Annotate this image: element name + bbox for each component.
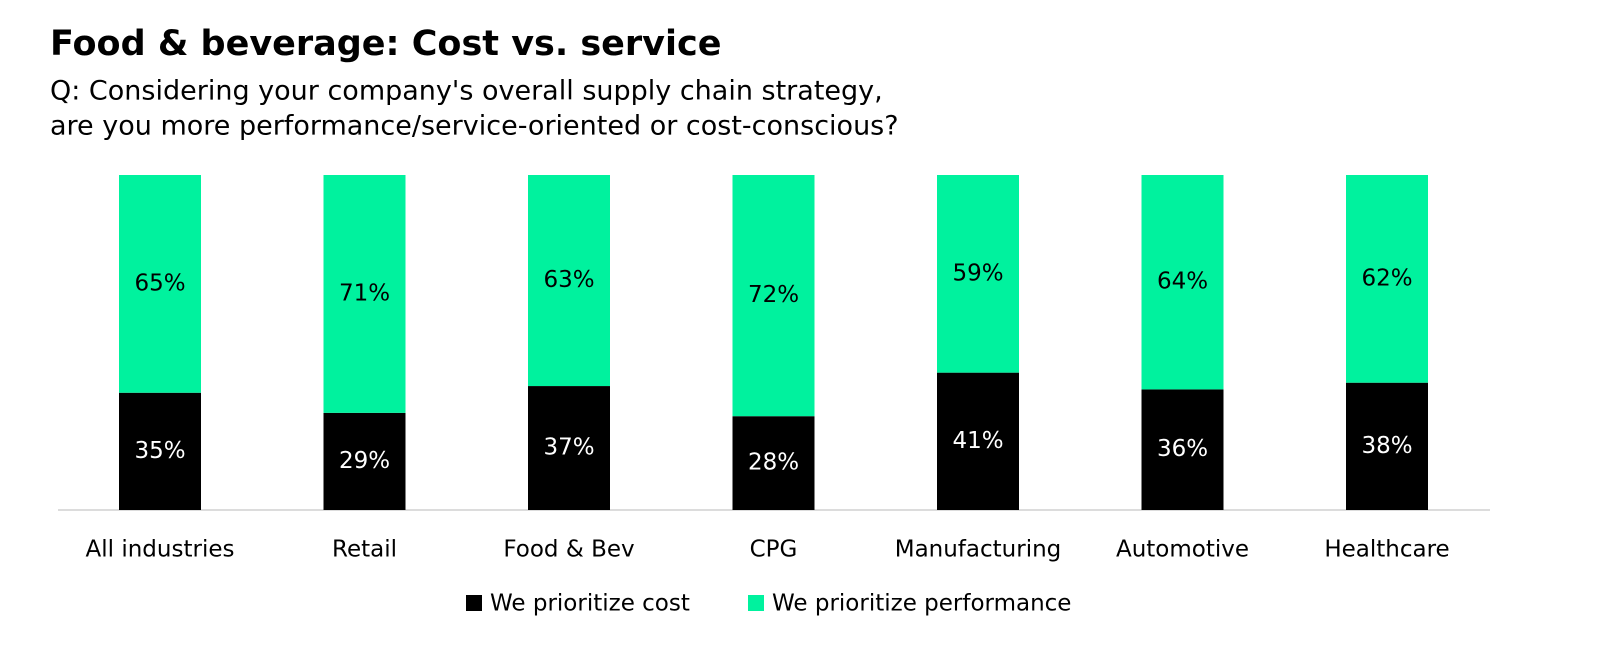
chart-subtitle: are you more performance/service-oriente…: [50, 111, 899, 142]
bar-segment: [1346, 382, 1428, 510]
x-tick-label: Automotive: [1116, 537, 1249, 563]
bar-segment: [119, 392, 201, 510]
x-tick-label: Retail: [332, 537, 397, 563]
value-label: 29%: [339, 448, 390, 474]
value-label: 35%: [134, 438, 185, 464]
value-label: 72%: [748, 282, 799, 308]
legend-label: We prioritize cost: [490, 591, 690, 617]
x-tick-label: All industries: [86, 537, 235, 563]
bar-segment: [323, 412, 406, 510]
value-label: 64%: [1157, 269, 1208, 295]
chart-title: Food & beverage: Cost vs. service: [50, 24, 721, 64]
chart-subtitle: Q: Considering your company's overall su…: [50, 76, 883, 107]
bar-segment: [1141, 389, 1224, 510]
value-label: 37%: [543, 435, 594, 461]
bar-segment: [937, 175, 1019, 373]
x-tick-label: CPG: [750, 537, 798, 563]
bar-segment: [323, 175, 406, 413]
value-label: 65%: [134, 270, 185, 296]
value-label: 28%: [748, 450, 799, 476]
bar-segment: [732, 416, 815, 510]
legend-swatch: [466, 595, 482, 611]
value-label: 71%: [339, 280, 390, 306]
legend-label: We prioritize performance: [772, 591, 1071, 617]
legend-swatch: [748, 595, 764, 611]
bar-segment: [528, 175, 610, 387]
value-label: 36%: [1157, 436, 1208, 462]
bar-segment: [528, 386, 610, 510]
value-label: 41%: [952, 428, 1003, 454]
value-label: 62%: [1361, 265, 1412, 291]
bar-segment: [119, 175, 201, 393]
bar-segment: [937, 372, 1019, 510]
bar-segment: [1141, 175, 1224, 390]
value-label: 63%: [543, 267, 594, 293]
x-tick-label: Manufacturing: [895, 537, 1062, 563]
value-label: 59%: [952, 260, 1003, 286]
bar-segment: [732, 175, 815, 417]
x-tick-label: Healthcare: [1324, 537, 1449, 563]
value-label: 38%: [1361, 433, 1412, 459]
bar-segment: [1346, 175, 1428, 383]
x-tick-label: Food & Bev: [503, 537, 634, 563]
